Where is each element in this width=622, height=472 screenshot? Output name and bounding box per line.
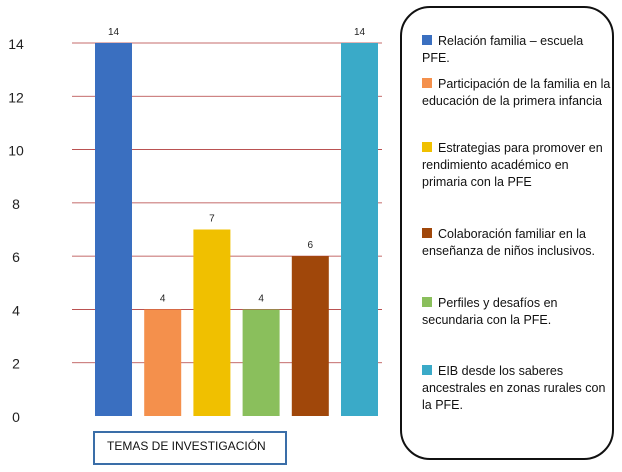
legend-item-2: Participación de la familia en la educac… — [422, 76, 612, 110]
value-labels: 14 4 7 4 6 14 — [108, 27, 366, 304]
legend-item-1: Relación familia – escuela PFE. — [422, 33, 612, 67]
bar-2 — [144, 309, 182, 416]
bar-6 — [341, 43, 378, 416]
legend-label-6: EIB desde los saberes ancestrales en zon… — [422, 364, 606, 412]
legend-swatch-1 — [422, 35, 432, 45]
y-tick-label: 10 — [8, 143, 24, 159]
y-tick-label: 0 — [12, 409, 20, 425]
bar-3 — [193, 229, 231, 416]
value-label-5: 6 — [308, 240, 314, 251]
x-axis-label: TEMAS DE INVESTIGACIÓN — [93, 431, 287, 465]
y-tick-label: 2 — [12, 356, 20, 372]
value-label-2: 4 — [160, 293, 166, 304]
legend-swatch-2 — [422, 78, 432, 88]
bar-5 — [291, 256, 329, 416]
value-label-1: 14 — [108, 27, 120, 38]
bar-1 — [95, 43, 132, 416]
legend-swatch-4 — [422, 228, 432, 238]
value-label-3: 7 — [209, 214, 215, 225]
legend-label-3: Estrategias para promover en rendimiento… — [422, 141, 603, 189]
y-tick-label: 6 — [12, 249, 20, 265]
legend-swatch-3 — [422, 142, 432, 152]
legend-item-5: Perfiles y desafíos en secundaria con la… — [422, 295, 612, 329]
bar-chart: 0 2 4 6 8 10 12 14 14 4 7 4 6 14 — [8, 27, 382, 425]
legend: Relación familia – escuela PFE. Particip… — [400, 6, 614, 460]
legend-item-3: Estrategias para promover en rendimiento… — [422, 140, 612, 191]
legend-label-2: Participación de la familia en la educac… — [422, 77, 611, 108]
y-tick-label: 4 — [12, 302, 20, 318]
y-tick-label: 12 — [8, 89, 24, 105]
legend-label-1: Relación familia – escuela PFE. — [422, 34, 584, 65]
y-tick-label: 8 — [12, 196, 20, 212]
legend-label-5: Perfiles y desafíos en secundaria con la… — [422, 296, 558, 327]
y-tick-label: 14 — [8, 36, 24, 52]
bars — [95, 43, 378, 416]
legend-swatch-6 — [422, 365, 432, 375]
legend-item-4: Colaboración familiar en la enseñanza de… — [422, 226, 612, 260]
bar-4 — [242, 309, 280, 416]
y-axis-ticks: 0 2 4 6 8 10 12 14 — [8, 36, 24, 425]
value-label-4: 4 — [258, 293, 264, 304]
legend-swatch-5 — [422, 297, 432, 307]
legend-label-4: Colaboración familiar en la enseñanza de… — [422, 227, 596, 258]
legend-item-6: EIB desde los saberes ancestrales en zon… — [422, 363, 612, 414]
value-label-6: 14 — [354, 27, 366, 38]
